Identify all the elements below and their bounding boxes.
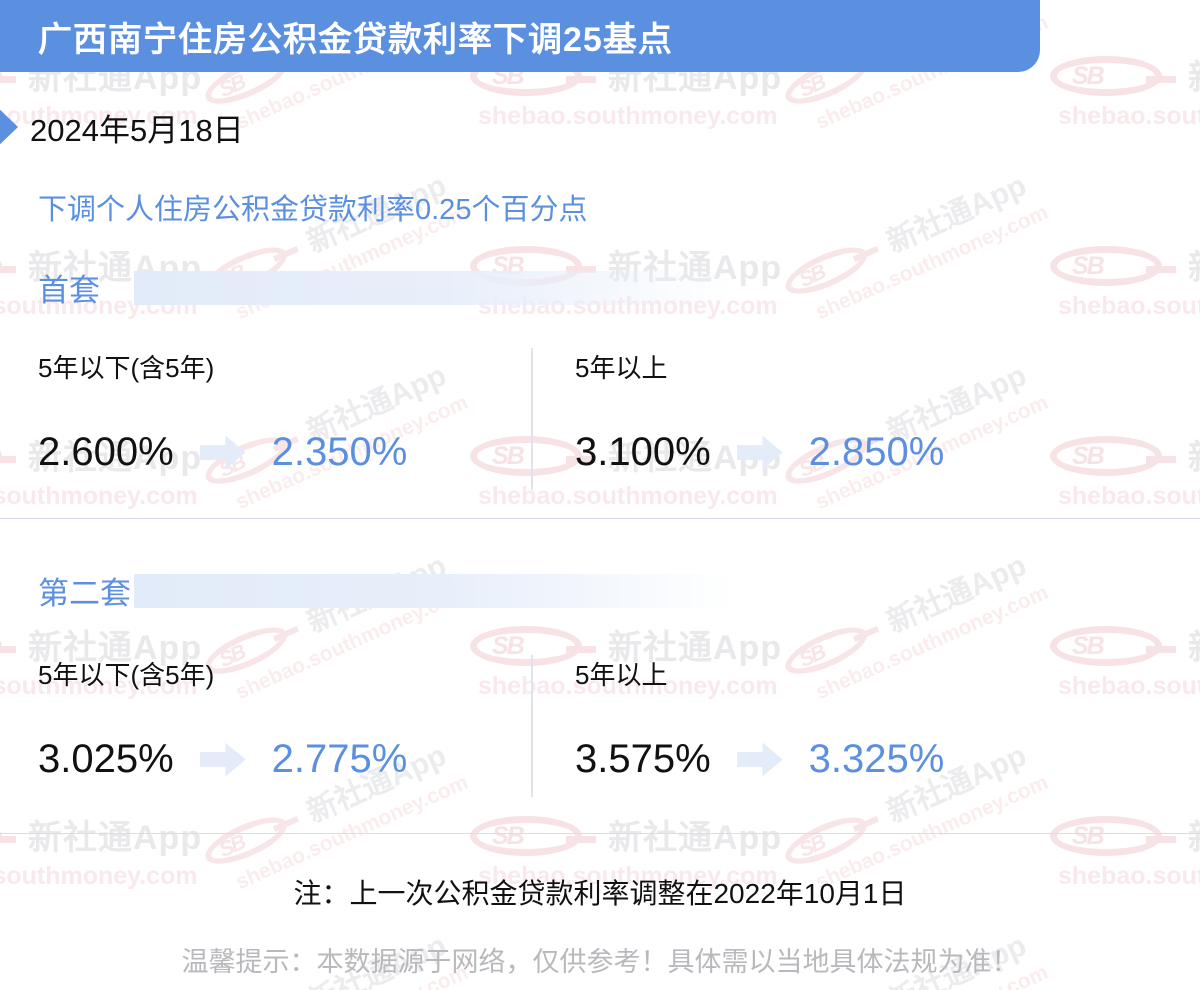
watermark-brand: 新社通App — [882, 168, 1032, 260]
date-row: 2024年5月18日 — [0, 104, 244, 150]
watermark-url: shebao.southmoney.com — [1058, 292, 1200, 320]
effective-date: 2024年5月18日 — [30, 112, 244, 148]
rate-old-value: 3.575% — [575, 737, 711, 781]
term-label: 5年以上 — [575, 353, 668, 383]
watermark-brand: 新社通App — [1188, 810, 1200, 859]
section-label-second-home: 第二套 — [38, 575, 131, 611]
watermark-url: shebao.southmoney.com — [812, 200, 1052, 325]
term-label: 5年以上 — [575, 660, 668, 690]
rate-new-value: 2.775% — [271, 737, 408, 781]
section-highlight-bar-1 — [134, 271, 734, 305]
rate-values-row: 3.100% 2.850% — [575, 430, 944, 475]
title-bar: 广西南宁住房公积金贷款利率下调25基点 — [0, 0, 1040, 72]
rate-new-value: 2.850% — [808, 430, 945, 474]
watermark-brand: 新社通App — [882, 548, 1032, 640]
brand-logo-icon: SB — [780, 985, 906, 990]
rate-old-value: 3.025% — [38, 737, 174, 781]
section-divider-2 — [0, 833, 1200, 834]
rate-column-over5-first: 5年以上 3.100% 2.850% — [575, 348, 944, 475]
brand-logo-icon: SB — [1050, 814, 1200, 860]
footnote-tip: 温馨提示：本数据源于网络，仅供参考！具体需以当地具体法规为准！ — [181, 947, 1019, 977]
rate-new-value: 2.350% — [271, 430, 408, 474]
rate-column-over5-second: 5年以上 3.575% 3.325% — [575, 655, 944, 782]
rate-values-row: 2.600% 2.350% — [38, 430, 407, 475]
rate-new-value: 3.325% — [808, 737, 945, 781]
rate-values-row: 3.025% 2.775% — [38, 737, 407, 782]
subtitle-text: 下调个人住房公积金贷款利率0.25个百分点 — [38, 194, 588, 226]
section-highlight-bar-2 — [134, 574, 734, 608]
arrow-right-icon — [199, 435, 246, 470]
brand-logo-icon: SB — [200, 985, 326, 990]
rate-column-under5-second: 5年以下(含5年) 3.025% 2.775% — [38, 655, 407, 782]
column-divider — [531, 348, 533, 490]
arrow-right-icon — [736, 435, 783, 470]
watermark-brand: 新社通App — [608, 819, 783, 857]
brand-logo-icon: SB — [0, 814, 40, 860]
rate-column-under5-first: 5年以下(含5年) 2.600% 2.350% — [38, 348, 407, 475]
rate-values-row: 3.575% 3.325% — [575, 737, 944, 782]
term-label: 5年以下(含5年) — [38, 660, 215, 690]
brand-logo-icon: SB — [1050, 54, 1200, 100]
arrow-right-icon — [736, 742, 783, 777]
page-title: 广西南宁住房公积金贷款利率下调25基点 — [38, 20, 673, 59]
brand-logo-icon: SB — [470, 814, 620, 860]
rate-grid-first-home: 5年以下(含5年) 2.600% 2.350% 5年以上 3.100% 2.85… — [0, 348, 1200, 498]
watermark-url: shebao.southmoney.com — [1058, 102, 1200, 130]
brand-logo-icon: SB — [0, 244, 40, 290]
column-divider — [531, 655, 533, 797]
section-label-first-home: 首套 — [38, 272, 100, 308]
rate-old-value: 3.100% — [575, 430, 711, 474]
brand-logo-icon: SB — [779, 225, 906, 310]
term-label: 5年以下(含5年) — [38, 353, 215, 383]
triangle-right-icon — [0, 104, 18, 150]
brand-logo-icon: SB — [779, 795, 906, 880]
rate-old-value: 2.600% — [38, 430, 174, 474]
watermark-url: shebao.southmoney.com — [478, 102, 778, 130]
arrow-right-icon — [199, 742, 246, 777]
brand-logo-icon: SB — [1050, 244, 1200, 290]
brand-logo-icon: SB — [199, 795, 326, 880]
watermark-brand: 新社通App — [1188, 50, 1200, 99]
section-divider-1 — [0, 518, 1200, 519]
section-heading-2: 第二套 — [38, 568, 131, 612]
watermark-brand: 新社通App — [28, 819, 203, 857]
watermark-brand: 新社通App — [1188, 240, 1200, 289]
section-heading-1: 首套 — [38, 265, 100, 309]
footnote-main: 注：上一次公积金贷款利率调整在2022年10月1日 — [293, 878, 907, 909]
rate-grid-second-home: 5年以下(含5年) 3.025% 2.775% 5年以上 3.575% 3.32… — [0, 655, 1200, 805]
